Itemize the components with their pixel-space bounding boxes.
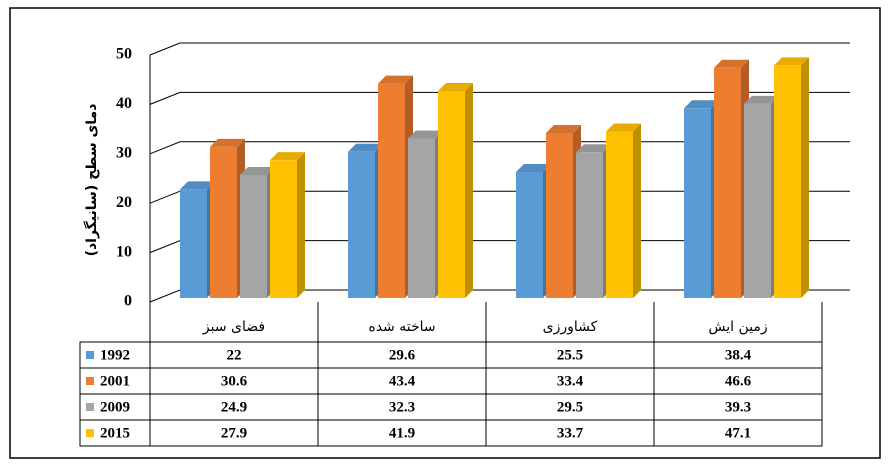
bar-front bbox=[378, 83, 405, 298]
table-value: 46.6 bbox=[725, 373, 752, 389]
bar-top bbox=[546, 125, 581, 134]
x-tick-label: زمین ایش bbox=[708, 319, 767, 335]
bar-front bbox=[348, 151, 375, 298]
table-value: 30.6 bbox=[221, 373, 248, 389]
bar-side bbox=[297, 152, 305, 298]
legend-label: 1992 bbox=[100, 347, 130, 363]
grid-line bbox=[149, 91, 850, 105]
bar-front bbox=[714, 67, 741, 299]
bar bbox=[606, 123, 641, 298]
table-value: 33.7 bbox=[557, 425, 584, 441]
legend-label: 2009 bbox=[100, 399, 130, 415]
bar-top bbox=[438, 83, 473, 92]
y-tick-label: 40 bbox=[116, 95, 132, 112]
grid-line bbox=[149, 42, 850, 56]
bar-front bbox=[684, 108, 711, 298]
y-tick-label: 50 bbox=[116, 46, 132, 63]
bar bbox=[210, 138, 245, 298]
bar-front bbox=[180, 189, 207, 298]
table-value: 24.9 bbox=[221, 399, 247, 415]
bar-top bbox=[714, 59, 749, 68]
table-value: 29.6 bbox=[389, 347, 416, 363]
legend-swatch bbox=[86, 377, 94, 385]
bar bbox=[180, 181, 215, 298]
x-tick-label: فضای سبز bbox=[202, 319, 265, 335]
bar-front bbox=[516, 172, 543, 298]
table-value: 33.4 bbox=[557, 373, 584, 389]
bar-side bbox=[633, 123, 641, 298]
bar-side bbox=[465, 83, 473, 298]
table-value: 29.5 bbox=[557, 399, 583, 415]
y-axis-title: دمای سطح (سانیگراد) bbox=[83, 104, 100, 257]
bar-top bbox=[348, 143, 383, 152]
table-value: 27.9 bbox=[221, 425, 247, 441]
bar-top bbox=[606, 123, 641, 132]
bar bbox=[516, 164, 551, 298]
table-value: 32.3 bbox=[389, 399, 415, 415]
bar-top bbox=[240, 166, 275, 175]
bar-top bbox=[516, 164, 551, 173]
bar bbox=[576, 144, 611, 298]
table-value: 39.3 bbox=[725, 399, 751, 415]
bar-front bbox=[546, 133, 573, 298]
bar-top bbox=[210, 138, 245, 147]
bar-top bbox=[576, 144, 611, 153]
table-value: 25.5 bbox=[557, 347, 583, 363]
x-tick-label: ساخته شده bbox=[368, 319, 435, 335]
table-value: 22 bbox=[227, 347, 242, 363]
bar-front bbox=[576, 152, 603, 298]
bar-front bbox=[744, 103, 771, 298]
bar bbox=[240, 166, 275, 298]
bar-front bbox=[408, 138, 435, 298]
bar-top bbox=[270, 152, 305, 161]
legend-swatch bbox=[86, 403, 94, 411]
bar-top bbox=[684, 100, 719, 109]
bar bbox=[378, 75, 413, 298]
bar bbox=[438, 83, 473, 298]
bar-top bbox=[744, 95, 779, 104]
bar-front bbox=[270, 160, 297, 298]
y-tick-label: 20 bbox=[116, 194, 132, 211]
bar-top bbox=[378, 75, 413, 84]
table-value: 41.9 bbox=[389, 425, 415, 441]
y-tick-label: 10 bbox=[116, 243, 132, 260]
y-tick-label: 30 bbox=[116, 144, 132, 161]
x-tick-label: کشاورزی bbox=[543, 319, 598, 335]
bar-front bbox=[240, 174, 267, 298]
legend-label: 2015 bbox=[100, 425, 130, 441]
bar bbox=[408, 130, 443, 298]
table-value: 38.4 bbox=[725, 347, 752, 363]
bar bbox=[270, 152, 305, 298]
bar-front bbox=[606, 131, 633, 298]
bar bbox=[714, 59, 749, 299]
bar-top bbox=[180, 181, 215, 190]
legend-label: 2001 bbox=[100, 373, 130, 389]
table-value: 47.1 bbox=[725, 425, 751, 441]
bar-top bbox=[408, 130, 443, 139]
bar bbox=[546, 125, 581, 298]
bar-front bbox=[210, 146, 237, 298]
bar bbox=[774, 57, 809, 299]
y-tick-label: 0 bbox=[124, 293, 132, 310]
bar-front bbox=[438, 91, 465, 298]
bar-top bbox=[774, 57, 809, 66]
bar bbox=[684, 100, 719, 298]
table-value: 43.4 bbox=[389, 373, 416, 389]
bar bbox=[348, 143, 383, 298]
bar bbox=[744, 95, 779, 298]
bar-front bbox=[774, 65, 801, 299]
bar-side bbox=[801, 57, 809, 298]
legend-swatch bbox=[86, 429, 94, 437]
legend-swatch bbox=[86, 351, 94, 359]
